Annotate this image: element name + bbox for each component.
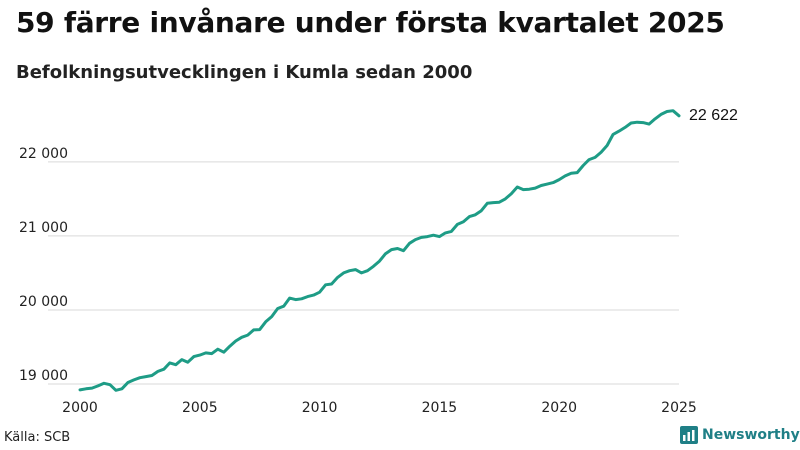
chart-title: 59 färre invånare under första kvartalet…	[16, 6, 725, 39]
brand-logo: Newsworthy	[680, 426, 800, 444]
end-value-label: 22 622	[689, 107, 738, 124]
newsworthy-logo-icon	[680, 426, 698, 444]
chart-subtitle: Befolkningsutvecklingen i Kumla sedan 20…	[16, 62, 473, 83]
y-tick-label: 20 000	[19, 294, 68, 310]
x-tick-label: 2025	[661, 400, 697, 416]
x-tick-label: 2015	[422, 400, 458, 416]
y-tick-label: 21 000	[19, 220, 68, 236]
x-tick-label: 2005	[182, 400, 218, 416]
y-tick-label: 22 000	[19, 146, 68, 162]
x-tick-label: 2010	[302, 400, 338, 416]
x-tick-label: 2020	[541, 400, 577, 416]
population-line	[78, 109, 681, 392]
x-tick-label: 2000	[62, 400, 98, 416]
y-tick-label: 19 000	[19, 368, 68, 384]
source-note: Källa: SCB	[4, 430, 71, 445]
brand-name: Newsworthy	[702, 427, 800, 443]
